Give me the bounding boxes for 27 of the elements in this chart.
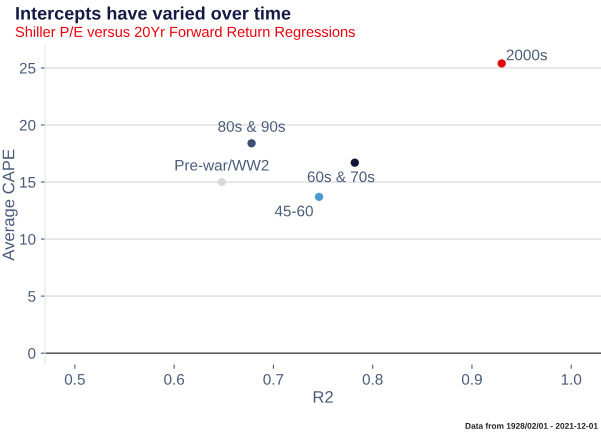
point <box>314 192 324 202</box>
x-tick-label: 0.8 <box>362 374 383 385</box>
x-tick-label: 0.7 <box>263 374 284 385</box>
x-tick-label: 1.0 <box>562 374 582 385</box>
chart-subtitle: Shiller P/E versus 20Yr Forward Return Regressions <box>16 26 355 40</box>
series-label: Pre-war/WW2 <box>176 159 269 171</box>
y-tick-label: 25 <box>20 62 36 74</box>
y-tick-label: 20 <box>20 120 36 131</box>
x-axis-title: R2 <box>314 391 333 403</box>
y-axis-title: Average CAPE <box>2 150 18 261</box>
text: Data from 1928/02/01 - 2021-12-01 <box>466 422 598 429</box>
chart-title: Intercepts have varied over time <box>16 6 290 24</box>
x-tick-label: 0.5 <box>64 374 85 385</box>
point <box>218 178 226 186</box>
point <box>350 158 359 167</box>
series-label: 45-60 <box>274 206 313 216</box>
series-label: 2000s <box>506 50 547 60</box>
series-label: 60s & 70s <box>308 171 374 182</box>
y-tick-label: 10 <box>20 234 36 245</box>
point <box>498 59 506 68</box>
x-tick-label: 0.9 <box>462 374 482 385</box>
y-tick-label: 0 <box>28 348 36 359</box>
y-tick-label: 5 <box>28 291 36 302</box>
series-label: 80s & 90s <box>218 121 285 132</box>
point <box>247 139 256 148</box>
x-tick-label: 0.6 <box>164 374 184 385</box>
y-tick-label: 15 <box>20 177 36 188</box>
